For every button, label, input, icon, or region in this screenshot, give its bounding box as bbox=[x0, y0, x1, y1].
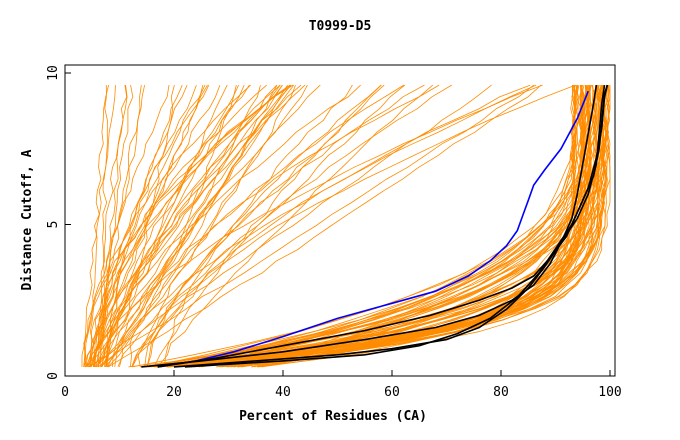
orange-model-curve bbox=[163, 84, 353, 367]
orange-model-curve bbox=[169, 85, 592, 368]
black-model-curve bbox=[141, 84, 598, 368]
orange-series-group bbox=[81, 84, 611, 368]
orange-model-curve bbox=[117, 84, 440, 368]
orange-model-curve bbox=[89, 84, 302, 367]
orange-model-curve bbox=[108, 84, 542, 368]
orange-model-curve bbox=[187, 85, 578, 368]
orange-model-curve bbox=[112, 84, 537, 367]
orange-model-curve bbox=[194, 84, 596, 368]
orange-model-curve bbox=[168, 85, 592, 368]
orange-model-curve bbox=[83, 84, 251, 367]
orange-model-curve bbox=[157, 85, 579, 368]
blue-model-curve bbox=[157, 90, 589, 368]
orange-model-curve bbox=[88, 84, 296, 368]
orange-model-curve bbox=[262, 85, 585, 368]
orange-model-curve bbox=[106, 84, 197, 367]
orange-model-curve bbox=[114, 84, 321, 367]
chart-title: T0999-D5 bbox=[309, 19, 372, 34]
orange-model-curve bbox=[105, 84, 239, 367]
orange-model-curve bbox=[148, 85, 596, 368]
orange-model-curve bbox=[157, 84, 434, 368]
x-tick-label: 80 bbox=[493, 385, 509, 400]
orange-model-curve bbox=[153, 85, 601, 368]
orange-model-curve bbox=[81, 84, 294, 367]
x-tick-label: 100 bbox=[598, 385, 621, 400]
orange-model-curve bbox=[90, 84, 206, 368]
orange-model-curve bbox=[237, 84, 586, 368]
orange-model-curve bbox=[241, 85, 610, 368]
orange-model-curve bbox=[83, 84, 306, 368]
orange-model-curve bbox=[92, 84, 245, 368]
orange-model-curve bbox=[119, 84, 385, 367]
orange-model-curve bbox=[93, 84, 188, 367]
black-model-curve bbox=[157, 84, 609, 368]
y-tick-label: 0 bbox=[46, 372, 61, 380]
plot-frame bbox=[64, 64, 616, 377]
orange-model-curve bbox=[100, 84, 278, 368]
y-tick-label: 10 bbox=[46, 65, 61, 81]
orange-model-curve bbox=[103, 84, 221, 367]
y-tick-label: 5 bbox=[46, 221, 61, 229]
orange-model-curve bbox=[85, 84, 208, 367]
orange-model-curve bbox=[129, 84, 405, 367]
orange-model-curve bbox=[89, 85, 109, 367]
orange-model-curve bbox=[101, 84, 277, 368]
orange-model-curve bbox=[95, 85, 128, 367]
orange-model-curve bbox=[254, 85, 598, 368]
orange-model-curve bbox=[237, 85, 586, 368]
orange-model-curve bbox=[220, 85, 610, 368]
y-axis-ticks: 0 5 10 bbox=[46, 65, 71, 380]
orange-model-curve bbox=[200, 85, 611, 368]
orange-model-curve bbox=[83, 85, 170, 367]
orange-model-curve bbox=[251, 84, 605, 368]
orange-model-curve bbox=[219, 85, 611, 368]
orange-model-curve bbox=[131, 84, 308, 368]
x-axis-ticks: 0 20 40 60 80 100 bbox=[61, 370, 622, 400]
orange-model-curve bbox=[146, 85, 580, 368]
orange-model-curve bbox=[131, 84, 406, 368]
orange-model-curve bbox=[94, 84, 281, 367]
orange-model-curve bbox=[198, 85, 599, 368]
orange-model-curve bbox=[97, 84, 292, 368]
orange-model-curve bbox=[85, 84, 283, 368]
orange-model-curve bbox=[94, 85, 128, 367]
orange-model-curve bbox=[88, 84, 492, 368]
orange-model-curve bbox=[92, 84, 291, 367]
orange-model-curve bbox=[97, 85, 204, 367]
x-tick-label: 20 bbox=[166, 385, 182, 400]
orange-model-curve bbox=[90, 84, 543, 368]
orange-model-curve bbox=[84, 84, 292, 368]
orange-model-curve bbox=[83, 85, 116, 367]
y-axis-label: Distance Cutoff, A bbox=[20, 149, 35, 290]
x-tick-label: 0 bbox=[61, 385, 69, 400]
x-tick-label: 60 bbox=[384, 385, 400, 400]
orange-model-curve bbox=[241, 85, 592, 368]
orange-model-curve bbox=[93, 84, 361, 367]
orange-model-curve bbox=[100, 85, 108, 368]
orange-model-curve bbox=[137, 84, 576, 367]
orange-model-curve bbox=[146, 84, 425, 367]
orange-model-curve bbox=[146, 84, 531, 368]
highlight-series-group bbox=[141, 84, 609, 368]
orange-model-curve bbox=[190, 85, 599, 368]
orange-model-curve bbox=[153, 84, 382, 368]
x-axis-label: Percent of Residues (CA) bbox=[239, 409, 427, 424]
orange-model-curve bbox=[261, 85, 577, 368]
x-tick-label: 40 bbox=[275, 385, 291, 400]
orange-model-curve bbox=[142, 85, 580, 368]
orange-model-curve bbox=[101, 84, 281, 367]
